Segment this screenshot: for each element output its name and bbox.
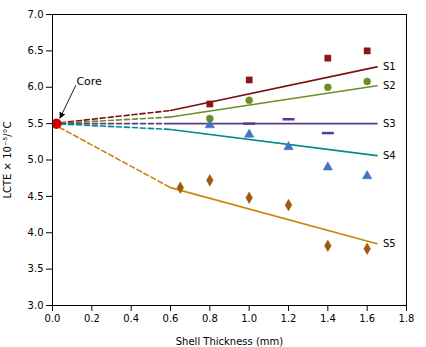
svg-text:1.2: 1.2: [281, 313, 297, 324]
svg-text:1.8: 1.8: [399, 313, 415, 324]
svg-text:6.0: 6.0: [28, 81, 44, 92]
svg-text:4.0: 4.0: [28, 227, 44, 238]
svg-text:4.5: 4.5: [28, 191, 44, 202]
svg-text:3.5: 3.5: [28, 263, 44, 274]
svg-text:1.0: 1.0: [241, 313, 257, 324]
svg-text:S1: S1: [383, 61, 396, 72]
svg-text:S5: S5: [383, 238, 396, 249]
svg-text:Shell Thickness (mm): Shell Thickness (mm): [176, 336, 284, 347]
svg-text:3.0: 3.0: [28, 300, 44, 311]
svg-text:0.4: 0.4: [123, 313, 139, 324]
svg-text:Core: Core: [76, 75, 102, 88]
svg-text:0.0: 0.0: [45, 313, 61, 324]
svg-text:0.8: 0.8: [202, 313, 218, 324]
svg-text:S4: S4: [383, 150, 396, 161]
svg-text:5.5: 5.5: [28, 118, 44, 129]
svg-text:S3: S3: [383, 118, 396, 129]
svg-text:LCTE × 10⁻⁵/°C: LCTE × 10⁻⁵/°C: [2, 121, 13, 198]
svg-text:S2: S2: [383, 80, 396, 91]
svg-text:5.0: 5.0: [28, 154, 44, 165]
svg-text:7.0: 7.0: [28, 9, 44, 20]
svg-text:0.2: 0.2: [84, 313, 100, 324]
svg-text:1.6: 1.6: [359, 313, 375, 324]
svg-text:1.4: 1.4: [320, 313, 336, 324]
svg-text:0.6: 0.6: [163, 313, 179, 324]
svg-text:6.5: 6.5: [28, 45, 44, 56]
